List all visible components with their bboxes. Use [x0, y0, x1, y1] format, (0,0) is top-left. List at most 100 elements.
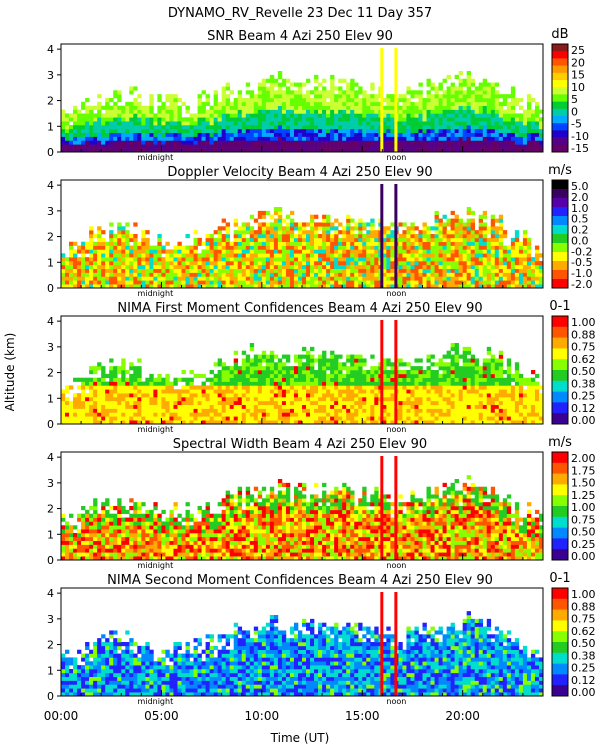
heatmap-cell: [522, 280, 528, 285]
heatmap-cell: [454, 101, 459, 107]
heatmap-cell: [109, 408, 114, 413]
heatmap-cell: [117, 261, 122, 266]
heatmap-cell: [422, 128, 427, 134]
heatmap-cell: [406, 121, 411, 126]
heatmap-cell: [161, 117, 166, 122]
heatmap-cell: [273, 397, 279, 402]
heatmap-cell: [354, 128, 359, 134]
heatmap-cell: [69, 416, 74, 421]
heatmap-cell: [85, 241, 90, 246]
heatmap-cell: [113, 241, 118, 246]
heatmap-cell: [137, 408, 142, 413]
heatmap-cell: [229, 101, 235, 107]
heatmap-cell: [257, 101, 263, 107]
heatmap-cell: [117, 125, 122, 130]
heatmap-cell: [133, 373, 138, 379]
heatmap-cell: [213, 249, 218, 254]
heatmap-cell: [386, 245, 391, 250]
heatmap-cell: [129, 412, 134, 417]
heatmap-cell: [494, 94, 500, 99]
heatmap-cell: [338, 245, 343, 250]
heatmap-cell: [342, 249, 347, 254]
heatmap-cell: [358, 284, 363, 289]
heatmap-cell: [426, 245, 431, 250]
heatmap-cell: [346, 117, 351, 122]
heatmap-cell: [382, 132, 387, 137]
heatmap-cell: [334, 377, 339, 382]
heatmap-cell: [261, 420, 267, 425]
heatmap-cell: [430, 241, 435, 246]
heatmap-cell: [265, 105, 271, 110]
heatmap-cell: [314, 234, 319, 239]
heatmap-cell: [454, 144, 459, 149]
heatmap-cell: [366, 144, 371, 149]
heatmap-cell: [233, 358, 239, 363]
heatmap-cell: [510, 253, 516, 258]
heatmap-cell: [538, 125, 544, 130]
heatmap-cell: [129, 420, 134, 425]
heatmap-cell: [157, 148, 162, 153]
heatmap-streak: [394, 48, 398, 152]
heatmap-cell: [229, 276, 235, 281]
heatmap-cell: [322, 86, 327, 91]
heatmap-cell: [269, 94, 275, 99]
heatmap-cell: [494, 226, 500, 231]
heatmap-cell: [109, 261, 114, 266]
heatmap-cell: [350, 234, 355, 239]
heatmap-cell: [462, 264, 467, 270]
heatmap-cell: [233, 261, 239, 266]
heatmap-cell: [366, 136, 371, 141]
heatmap-cell: [302, 101, 307, 107]
heatmap-cell: [81, 400, 86, 406]
heatmap-cell: [117, 128, 122, 134]
heatmap-cell: [209, 404, 214, 409]
heatmap-cell: [466, 272, 471, 277]
heatmap-cell: [241, 241, 247, 246]
heatmap-cell: [153, 377, 158, 382]
heatmap-cell: [209, 105, 214, 110]
heatmap-cell: [129, 366, 134, 371]
heatmap-cell: [482, 276, 488, 281]
heatmap-cell: [502, 261, 508, 266]
heatmap-cell: [193, 412, 198, 417]
heatmap-cell: [358, 354, 363, 359]
heatmap-cell: [293, 354, 299, 359]
heatmap-cell: [374, 381, 379, 386]
heatmap-cell: [478, 249, 484, 254]
heatmap-cell: [253, 377, 259, 382]
heatmap-cell: [193, 284, 198, 289]
heatmap-cell: [153, 136, 158, 141]
heatmap-cell: [418, 125, 423, 130]
heatmap-cell: [217, 284, 222, 289]
heatmap-cell: [293, 397, 299, 402]
heatmap-cell: [201, 400, 206, 406]
heatmap-cell: [346, 86, 351, 91]
heatmap-cell: [514, 132, 520, 137]
heatmap-cell: [245, 400, 251, 406]
heatmap-cell: [318, 272, 323, 277]
heatmap-cell: [326, 400, 331, 406]
heatmap-cell: [257, 358, 263, 363]
heatmap-cell: [65, 408, 70, 413]
heatmap-cell: [434, 253, 439, 258]
heatmap-cell: [169, 284, 174, 289]
heatmap-cell: [229, 400, 235, 406]
heatmap-cell: [538, 109, 544, 114]
heatmap-cell: [450, 144, 455, 149]
heatmap-cell: [121, 241, 126, 246]
heatmap-cell: [253, 276, 259, 281]
heatmap-cell: [85, 261, 90, 266]
heatmap-cell: [149, 140, 154, 145]
heatmap-cell: [201, 393, 206, 398]
heatmap-cell: [370, 136, 375, 141]
heatmap-cell: [334, 268, 339, 273]
heatmap-cell: [149, 385, 154, 390]
heatmap-cell: [346, 420, 351, 425]
heatmap-cell: [370, 105, 375, 110]
heatmap-cell: [113, 280, 118, 285]
heatmap-cell: [65, 276, 70, 281]
heatmap-cell: [414, 276, 419, 281]
heatmap-cell: [366, 272, 371, 277]
heatmap-cell: [121, 284, 126, 289]
heatmap-cell: [233, 245, 239, 250]
